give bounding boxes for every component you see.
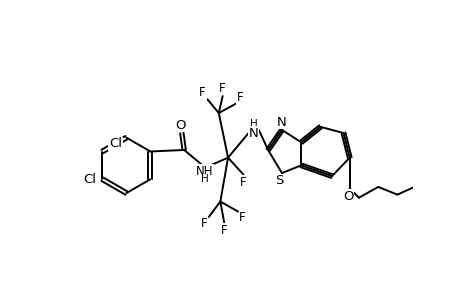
Text: F: F: [239, 211, 246, 224]
Text: F: F: [236, 91, 243, 104]
Text: F: F: [219, 82, 225, 95]
Text: H: H: [249, 119, 257, 129]
Text: H: H: [201, 174, 208, 184]
Text: N: N: [248, 127, 258, 140]
Text: F: F: [201, 217, 207, 230]
Text: F: F: [220, 224, 227, 236]
Text: O: O: [175, 119, 185, 132]
Text: NH: NH: [196, 165, 213, 178]
Text: Cl: Cl: [109, 137, 122, 150]
Text: S: S: [274, 174, 282, 187]
Text: F: F: [240, 176, 246, 189]
Text: N: N: [276, 116, 286, 129]
Text: Cl: Cl: [84, 173, 96, 186]
Text: O: O: [342, 190, 353, 203]
Text: F: F: [199, 86, 206, 100]
